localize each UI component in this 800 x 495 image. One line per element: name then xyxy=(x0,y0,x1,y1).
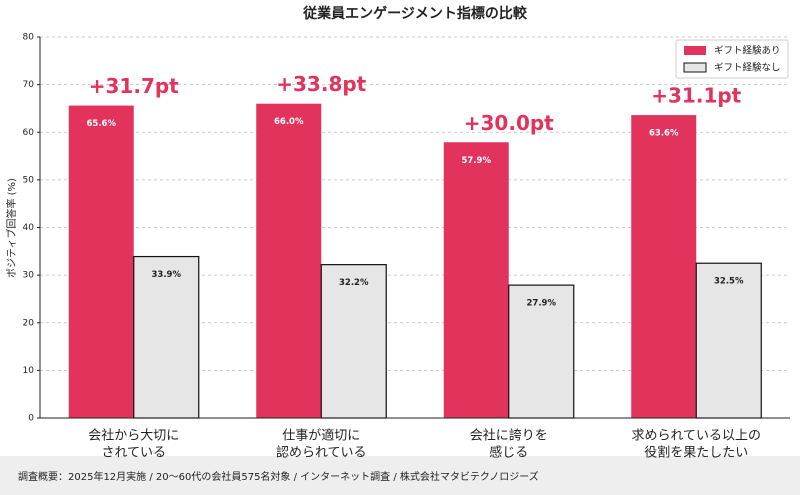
x-tick-label: 感じる xyxy=(489,445,528,461)
y-tick-label: 60 xyxy=(23,128,35,138)
chart-title: 従業員エンゲージメント指標の比較 xyxy=(302,5,528,22)
bar xyxy=(508,284,575,419)
bar xyxy=(133,255,200,419)
x-tick-label: 認められている xyxy=(276,445,367,461)
y-tick-label: 40 xyxy=(23,223,35,233)
bar xyxy=(320,264,387,419)
difference-annotation: +31.1pt xyxy=(651,84,741,108)
value-label: 33.9% xyxy=(152,270,182,280)
bar xyxy=(68,105,134,418)
value-label: 27.9% xyxy=(527,299,557,309)
x-tick-label: 求められている以上の xyxy=(631,429,761,444)
y-tick-label: 50 xyxy=(23,175,35,185)
value-label: 66.0% xyxy=(274,117,304,127)
value-label: 57.9% xyxy=(462,156,492,166)
y-tick-label: 10 xyxy=(23,366,35,376)
value-label: 63.6% xyxy=(649,129,679,139)
x-tick-label: されている xyxy=(101,446,166,461)
bar xyxy=(443,142,509,418)
value-label: 65.6% xyxy=(87,119,117,129)
difference-annotation: +30.0pt xyxy=(464,111,554,135)
x-tick-label: 会社に誇りを xyxy=(470,428,548,444)
difference-annotation: +31.7pt xyxy=(89,74,179,98)
y-axis-label: ポジティブ回答率 (%) xyxy=(5,178,18,278)
legend-label: ギフト経験なし xyxy=(714,62,781,74)
bar xyxy=(695,262,762,419)
x-tick-label: 会社から大切に xyxy=(88,428,179,444)
y-tick-label: 80 xyxy=(23,33,35,43)
bar xyxy=(256,103,322,419)
bar xyxy=(631,115,697,418)
value-label: 32.2% xyxy=(339,278,369,288)
y-tick-label: 0 xyxy=(28,414,34,424)
difference-annotation: +33.8pt xyxy=(276,72,366,96)
footer-band xyxy=(0,456,800,495)
x-tick-label: 役割を果たしたい xyxy=(644,445,748,461)
legend-label: ギフト経験あり xyxy=(714,45,781,57)
y-tick-label: 30 xyxy=(23,271,35,281)
legend-swatch xyxy=(684,46,706,55)
value-label: 32.5% xyxy=(714,277,744,287)
y-tick-label: 20 xyxy=(23,318,35,328)
legend-swatch xyxy=(683,62,707,73)
y-tick-label: 70 xyxy=(23,80,35,90)
x-tick-label: 仕事が適切に xyxy=(282,428,360,444)
footnote: 調査概要：2025年12月実施 / 20〜60代の会社員575名対象 / インタ… xyxy=(18,470,539,483)
